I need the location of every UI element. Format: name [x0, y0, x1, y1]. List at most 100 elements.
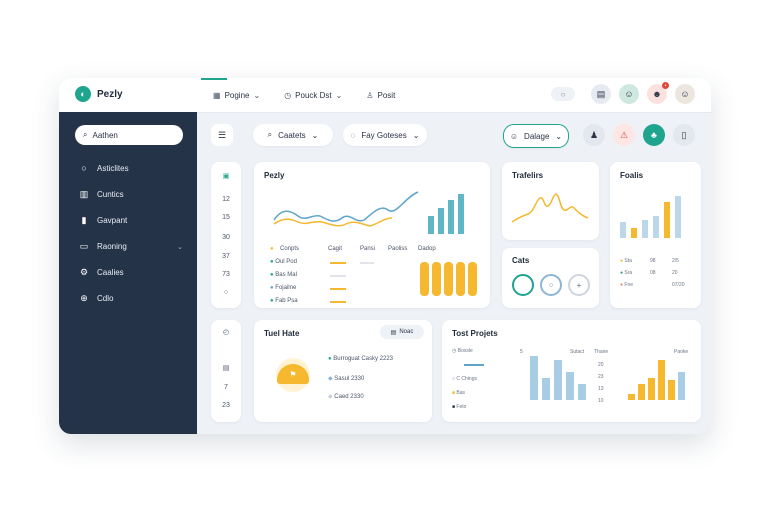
bar [566, 372, 574, 400]
tag-icon: ◆ [328, 394, 333, 400]
list-item[interactable]: ● Burroguat Casky 2223 [328, 356, 393, 362]
bar [628, 394, 635, 400]
bar [458, 194, 464, 234]
clock-icon: ◷ [284, 90, 292, 100]
list-item[interactable]: ◆ Sasul 2330 [328, 376, 365, 382]
bar [642, 220, 648, 238]
bar [432, 262, 441, 296]
line-series-blue [273, 191, 419, 222]
sidebar-item-gavpant[interactable]: ▮ Gavpant [79, 215, 183, 226]
noac-button[interactable]: ▤ Noac [380, 325, 424, 339]
avatar-user-2[interactable]: ☺ [675, 84, 695, 104]
brand-logo-icon: ◐ [75, 86, 91, 102]
axis-value: 13 [598, 386, 604, 392]
clock-icon: ◷ [452, 348, 457, 354]
progress-line [330, 288, 346, 290]
circle-icon: ○ [81, 163, 87, 173]
avatar-user-1[interactable]: ☺ [619, 84, 639, 104]
person-icon: ♙ [366, 90, 374, 100]
search-icon: ⌕ [267, 130, 273, 139]
topnav-item-posit[interactable]: ♙ Posit [366, 90, 396, 100]
notification-avatar[interactable]: ☻ • [647, 82, 669, 104]
alert-icon: ⚠ [619, 129, 629, 140]
bar [468, 262, 477, 296]
foalis-card: Foalis ● Sta 98 2/5 ● Sra 08 20 ● Fne 07… [610, 162, 701, 308]
alert-button[interactable]: ⚠ [613, 124, 635, 146]
foalis-bar-chart [620, 192, 692, 238]
card-title: Cats [512, 256, 530, 265]
pezly-card: Pezly ● Conpts Cagit Pansi Paoliss Dadop… [254, 162, 490, 308]
bar [456, 262, 465, 296]
foalis-legend-row: ● Fne 07/20 [620, 282, 685, 288]
mini-value: 15 [222, 214, 230, 221]
sidebar-search-input[interactable]: ⌕ Aathen [75, 125, 183, 145]
add-ring-button[interactable]: + [568, 274, 590, 296]
yellow-bars [420, 262, 480, 296]
menu-button[interactable]: ☰ [211, 124, 233, 146]
trafelites-card: Trafelirs [502, 162, 599, 240]
table-row[interactable]: ● Fab Psa [270, 298, 298, 304]
bar [653, 216, 659, 238]
dot-icon: ● [270, 272, 274, 278]
dot-icon: ● [620, 282, 624, 288]
legend-item: ○ C Chings [452, 376, 477, 382]
gear-icon: ⚙ [79, 267, 89, 277]
circle-icon: ○ [223, 289, 229, 296]
mini-value: 7 [224, 384, 228, 391]
dot-icon: ● [270, 285, 274, 291]
brand-name: Pezly [97, 88, 123, 100]
dot-icon: ● [270, 246, 274, 252]
legend-item: ◷ Boxsle [452, 348, 473, 354]
user-button[interactable]: ♟ [583, 124, 605, 146]
sidebar-item-cuntics[interactable]: ▥ Cuntics [79, 189, 124, 199]
sidebar-item-caalies[interactable]: ⚙ Caalies [79, 267, 124, 277]
mouse-icon: ◌ [350, 130, 356, 140]
bar [530, 356, 538, 400]
sidebar-item-cdlo[interactable]: ⊕ Cdlo [80, 293, 114, 303]
bar [678, 372, 685, 400]
ring-indicator[interactable]: ○ [540, 274, 562, 296]
card-title: Pezly [264, 171, 285, 180]
topnav-item-pouck[interactable]: ◷ Pouck Dst ⌄ [284, 90, 343, 100]
table-row[interactable]: ● Fojailne [270, 285, 297, 291]
theme-toggle[interactable]: ○ [551, 87, 575, 101]
chevron-down-icon: ⌄ [177, 243, 183, 251]
axis-value: 23 [598, 374, 604, 380]
chevron-down-icon: ⌄ [253, 90, 261, 100]
search-dropdown[interactable]: ⌕ Caatets ⌄ [253, 124, 333, 146]
list-item[interactable]: ◆ Caed 2330 [328, 394, 364, 400]
axis-label: Thane [594, 349, 609, 355]
bar [554, 360, 562, 400]
bar [620, 222, 626, 238]
ring-indicator[interactable] [512, 274, 534, 296]
filter-dropdown[interactable]: ◌ Fay Goteses ⌄ [343, 124, 427, 146]
hardhat-illustration: ⚑ [276, 358, 310, 392]
chevron-down-icon: ⌄ [335, 90, 343, 100]
pezly-line-chart [273, 191, 419, 227]
dot-icon: ■ [452, 404, 456, 410]
brand[interactable]: ◐ Pezly [75, 86, 123, 102]
chevron-down-icon: ⌄ [311, 130, 319, 140]
calendar-icon[interactable]: ▤ [591, 84, 611, 104]
topnav-item-pogine[interactable]: ▦ Pogine ⌄ [201, 78, 272, 112]
dot-icon: ● [620, 258, 624, 264]
sort-dropdown[interactable]: ☺ Dalage ⌄ [503, 124, 569, 148]
chevron-down-icon: ⌄ [412, 130, 420, 140]
tag-icon: ◆ [328, 376, 333, 382]
sidebar-item-asticlites[interactable]: ○ Asticlites [79, 163, 183, 173]
plus-circle-icon: ⊕ [80, 293, 88, 303]
emoji-icon: ☺ [509, 131, 519, 141]
pezly-bar-chart [428, 194, 470, 234]
table-row[interactable]: ● Oul Pod [270, 259, 297, 265]
document-button[interactable]: ▯ [673, 124, 695, 146]
table-row[interactable]: ● Bas Mal [270, 272, 297, 278]
tree-button[interactable]: ♣ [643, 124, 665, 146]
mini-value: 73 [222, 271, 230, 278]
sidebar-item-raoning[interactable]: ▭ Raoning ⌄ [79, 241, 183, 251]
test-projects-card: Tost Projets ◷ Boxsle ○ C Chings ■ Bas ■… [442, 320, 701, 422]
bar [428, 216, 434, 234]
mini-stats-column-2: ◴ ▤ 7 23 [211, 320, 241, 422]
trafelites-line-chart [512, 193, 589, 223]
toolbar: ☰ ⌕ Caatets ⌄ ◌ Fay Goteses ⌄ ☺ Dalage ⌄… [211, 124, 701, 148]
axis-label: Paoke [674, 349, 689, 355]
